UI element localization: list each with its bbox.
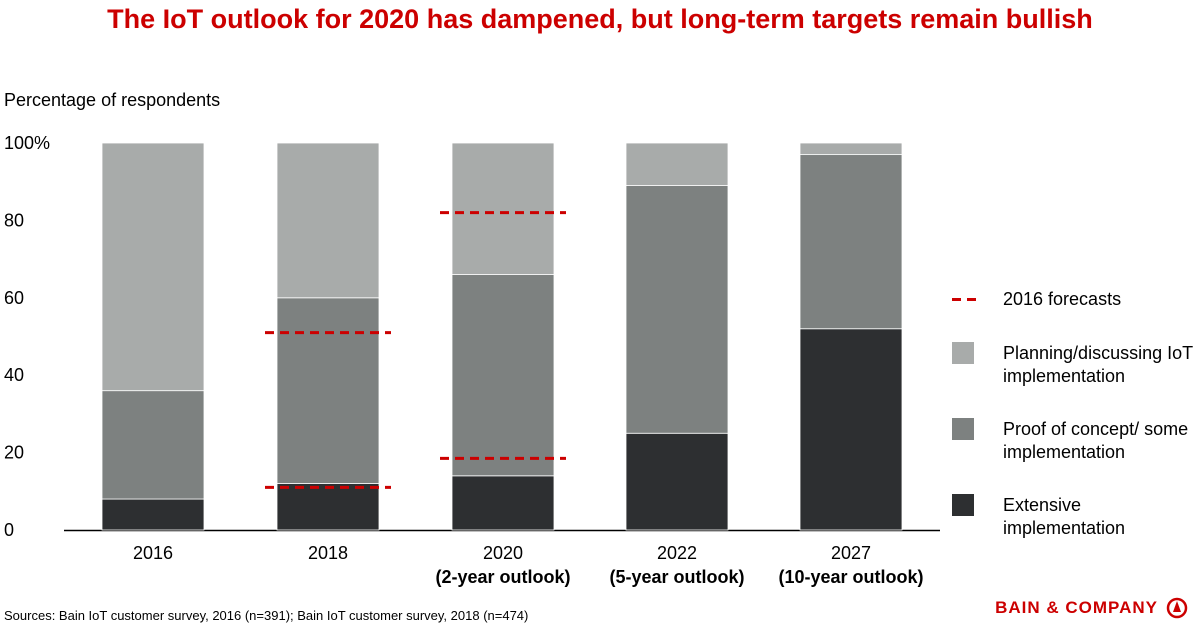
- y-tick-label: 20: [4, 443, 24, 463]
- legend-item-extensive: Extensive implementation: [952, 494, 1198, 540]
- x-tick-label: 2016: [133, 543, 173, 563]
- bar-segment: [799, 154, 903, 330]
- legend-label: Proof of concept/ some implementation: [1003, 419, 1189, 462]
- bar-segment: [451, 274, 555, 477]
- legend-label: Planning/discussing IoT implementation: [1003, 343, 1193, 386]
- x-tick-label: 2018: [308, 543, 348, 563]
- x-tick-label: 2020: [483, 543, 523, 563]
- bar-segment: [276, 297, 380, 484]
- y-tick-label: 60: [4, 288, 24, 308]
- x-tick-sublabel: (2-year outlook): [435, 567, 570, 587]
- brand-name: BAIN & COMPANY: [995, 598, 1158, 617]
- legend-item-planning: Planning/discussing IoT implementation: [952, 342, 1198, 388]
- x-tick-label: 2027: [831, 543, 871, 563]
- bar-segment: [276, 142, 380, 299]
- bar-segment: [625, 185, 729, 434]
- chart-title: The IoT outlook for 2020 has dampened, b…: [107, 4, 1093, 34]
- dash-line-icon: [952, 288, 976, 310]
- bar-segment: [451, 142, 555, 275]
- bar-segment: [101, 142, 205, 392]
- legend-item-forecasts: 2016 forecasts: [952, 288, 1198, 311]
- legend-item-proof-of-concept: Proof of concept/ some implementation: [952, 418, 1198, 464]
- y-tick-label: 80: [4, 210, 24, 230]
- legend-label: Extensive implementation: [1003, 495, 1126, 538]
- brand-logo: BAIN & COMPANY: [995, 597, 1188, 619]
- bar-segment: [799, 142, 903, 156]
- bar-segment: [101, 390, 205, 500]
- legend-swatch: [952, 342, 974, 364]
- y-tick-label: 40: [4, 365, 24, 385]
- legend-swatch: [952, 418, 974, 440]
- brand-compass-icon: [1166, 597, 1188, 619]
- x-tick-sublabel: (5-year outlook): [609, 567, 744, 587]
- bar-segment: [276, 483, 380, 531]
- bar-segment: [625, 432, 729, 531]
- y-tick-label: 100%: [4, 133, 50, 153]
- bar-segment: [625, 142, 729, 186]
- sources-note: Sources: Bain IoT customer survey, 2016 …: [4, 608, 529, 623]
- x-tick-label: 2022: [657, 543, 697, 563]
- y-axis-label: Percentage of respondents: [4, 90, 221, 110]
- bar-segment: [101, 498, 205, 531]
- legend-label: 2016 forecasts: [1003, 289, 1122, 309]
- bar-segment: [799, 328, 903, 531]
- x-tick-sublabel: (10-year outlook): [778, 567, 923, 587]
- bar-segment: [451, 475, 555, 531]
- y-tick-label: 0: [4, 520, 14, 540]
- legend-swatch: [952, 494, 974, 516]
